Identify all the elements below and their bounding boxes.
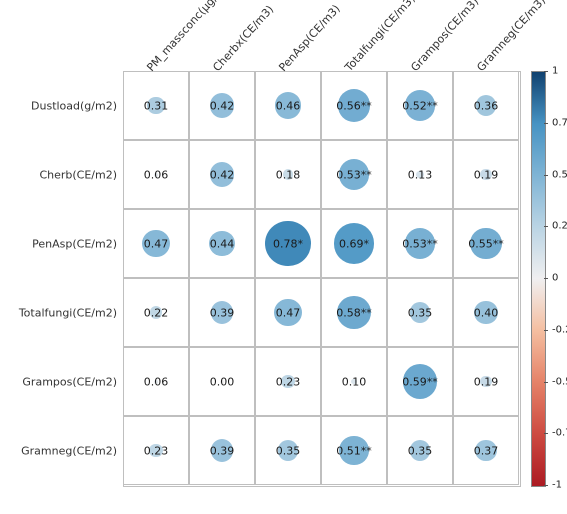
colorbar-tickmark bbox=[544, 226, 548, 227]
colorbar bbox=[531, 71, 546, 487]
corr-value: 0.18 bbox=[276, 168, 301, 181]
corr-value: 0.40 bbox=[474, 306, 499, 319]
corr-value: 0.13 bbox=[408, 168, 433, 181]
colorbar-tick: 0.75 bbox=[552, 117, 567, 128]
row-label: Dustload(g/m2) bbox=[31, 99, 117, 112]
colorbar-tickmark bbox=[544, 433, 548, 434]
corr-value: 0.22 bbox=[144, 306, 169, 319]
corr-value: 0.39 bbox=[210, 444, 235, 457]
colorbar-tick: 1 bbox=[552, 66, 558, 77]
corr-value: 0.51** bbox=[336, 444, 372, 457]
corr-value: 0.69* bbox=[339, 237, 369, 250]
corr-value: 0.78* bbox=[273, 237, 303, 250]
row-label: Gramneg(CE/m2) bbox=[21, 444, 117, 457]
colorbar-tickmark bbox=[544, 175, 548, 176]
col-label: PenAsp(CE/m3) bbox=[276, 2, 342, 74]
colorbar-tickmark bbox=[544, 330, 548, 331]
colorbar-tick: -0.5 bbox=[552, 376, 567, 387]
corr-value: 0.37 bbox=[474, 444, 499, 457]
corr-value: 0.23 bbox=[276, 375, 301, 388]
corr-value: 0.39 bbox=[210, 306, 235, 319]
corr-value: 0.31 bbox=[144, 99, 169, 112]
corr-value: 0.53** bbox=[402, 237, 438, 250]
colorbar-tick: -0.75 bbox=[552, 428, 567, 439]
colorbar-tickmark bbox=[544, 382, 548, 383]
corr-value: 0.35 bbox=[408, 444, 433, 457]
colorbar-tick: 0.5 bbox=[552, 169, 567, 180]
corr-value: 0.56** bbox=[336, 99, 372, 112]
colorbar-tick: -0.25 bbox=[552, 324, 567, 335]
colorbar-tick: 0 bbox=[552, 273, 558, 284]
corr-value: 0.23 bbox=[144, 444, 169, 457]
row-label: Grampos(CE/m2) bbox=[22, 375, 117, 388]
colorbar-tickmark bbox=[544, 71, 548, 72]
colorbar-tick: -1 bbox=[552, 480, 562, 491]
row-label: Totalfungi(CE/m2) bbox=[19, 306, 117, 319]
corr-value: 0.35 bbox=[276, 444, 301, 457]
corr-value: 0.46 bbox=[276, 99, 301, 112]
corr-value: 0.44 bbox=[210, 237, 235, 250]
col-label: Totalfungi(CE/m3) bbox=[342, 0, 417, 74]
corr-value: 0.06 bbox=[144, 168, 169, 181]
corr-value: 0.36 bbox=[474, 99, 499, 112]
corr-value: 0.58** bbox=[336, 306, 372, 319]
corr-value: 0.59** bbox=[402, 375, 438, 388]
col-label: Cherbx(CE/m3) bbox=[210, 3, 276, 74]
corr-value: 0.55** bbox=[468, 237, 504, 250]
row-label: Cherb(CE/m2) bbox=[39, 168, 117, 181]
corr-value: 0.19 bbox=[474, 168, 499, 181]
corr-value: 0.10 bbox=[342, 375, 367, 388]
corr-value: 0.47 bbox=[276, 306, 301, 319]
corr-value: 0.06 bbox=[144, 375, 169, 388]
colorbar-tickmark bbox=[544, 485, 548, 486]
col-label: Grampos(CE/m3) bbox=[408, 0, 481, 74]
corr-value: 0.42 bbox=[210, 99, 235, 112]
col-label: Gramneg(CE/m3) bbox=[474, 0, 548, 74]
corr-value: 0.35 bbox=[408, 306, 433, 319]
corr-value: 0.00 bbox=[210, 375, 235, 388]
row-label: PenAsp(CE/m2) bbox=[32, 237, 117, 250]
colorbar-tickmark bbox=[544, 278, 548, 279]
corr-value: 0.47 bbox=[144, 237, 169, 250]
corr-value: 0.42 bbox=[210, 168, 235, 181]
corr-value: 0.53** bbox=[336, 168, 372, 181]
colorbar-tickmark bbox=[544, 123, 548, 124]
corr-value: 0.52** bbox=[402, 99, 438, 112]
colorbar-tick: 0.25 bbox=[552, 221, 567, 232]
corr-value: 0.19 bbox=[474, 375, 499, 388]
